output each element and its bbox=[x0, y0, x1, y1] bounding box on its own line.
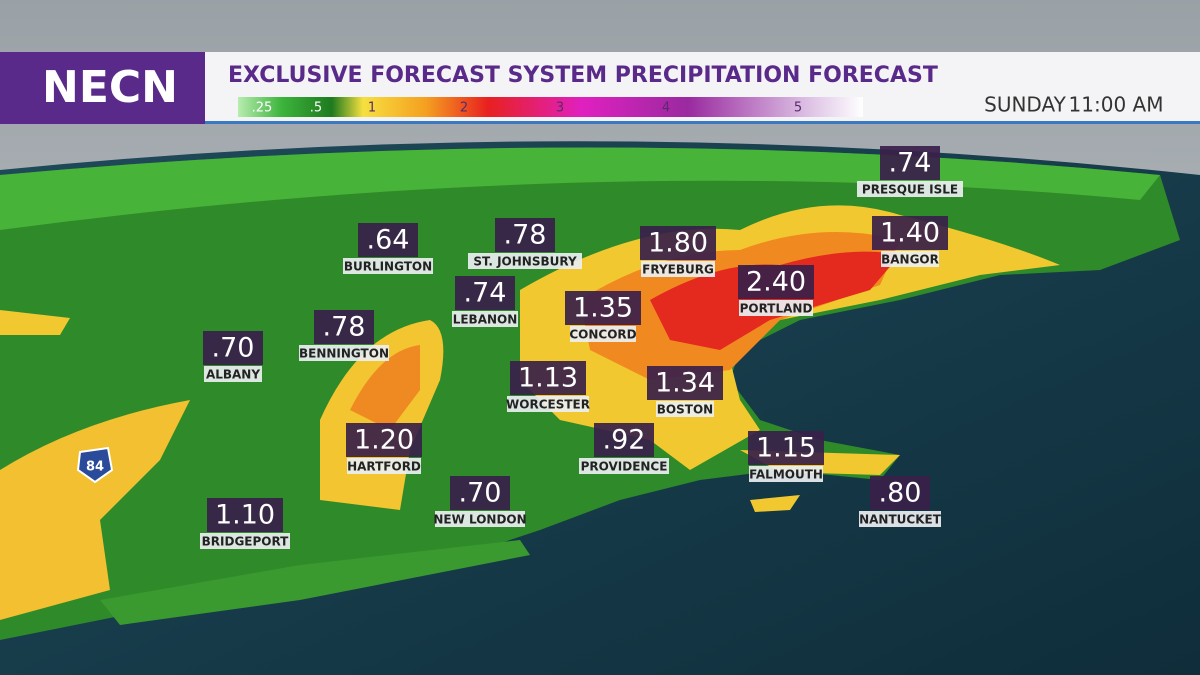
name-box bbox=[507, 396, 589, 412]
highway-number: 84 bbox=[86, 460, 104, 475]
amount: .78 bbox=[323, 312, 366, 343]
amount-box bbox=[647, 366, 723, 400]
amount-box bbox=[748, 431, 824, 465]
amount: .74 bbox=[464, 278, 507, 309]
city-name: BRIDGEPORT bbox=[202, 535, 290, 549]
amount: .80 bbox=[879, 478, 922, 509]
legend-label: 5 bbox=[794, 101, 802, 116]
city-name: BURLINGTON bbox=[344, 260, 432, 274]
amount: 1.10 bbox=[215, 500, 275, 531]
island bbox=[750, 495, 800, 512]
city-name: ALBANY bbox=[206, 368, 260, 382]
amount: .92 bbox=[603, 425, 646, 456]
name-box bbox=[347, 458, 421, 474]
city-name: PROVIDENCE bbox=[581, 460, 668, 474]
amount: 1.20 bbox=[354, 425, 414, 456]
city-name: BENNINGTON bbox=[299, 347, 389, 361]
amount-box bbox=[207, 498, 283, 532]
logo: NECN bbox=[42, 62, 178, 113]
light-rain bbox=[0, 147, 1160, 230]
amount-box bbox=[346, 423, 422, 457]
name-box bbox=[739, 300, 813, 316]
name-box bbox=[468, 253, 582, 269]
amount-box bbox=[358, 223, 418, 257]
legend-label: 2 bbox=[460, 101, 468, 116]
name-box bbox=[299, 345, 389, 361]
name-box bbox=[435, 511, 525, 527]
amount-box bbox=[640, 226, 716, 260]
legend-label: .25 bbox=[252, 101, 273, 116]
name-box bbox=[204, 366, 262, 382]
name-box bbox=[857, 181, 963, 197]
amount: 1.35 bbox=[573, 293, 633, 324]
rain-orange bbox=[350, 345, 420, 430]
name-box bbox=[641, 261, 715, 277]
amount: .70 bbox=[459, 478, 502, 509]
amount-box bbox=[565, 291, 641, 325]
rain-yellow bbox=[0, 310, 70, 335]
city-name: NANTUCKET bbox=[859, 513, 942, 527]
name-box bbox=[656, 401, 714, 417]
rain-yellow bbox=[0, 400, 190, 620]
title: EXCLUSIVE FORECAST SYSTEM PRECIPITATION … bbox=[228, 63, 938, 88]
legend-label: 1 bbox=[368, 101, 376, 116]
name-box bbox=[200, 533, 290, 549]
city-name: HARTFORD bbox=[347, 460, 421, 474]
city-name: LEBANON bbox=[453, 313, 518, 327]
amount-box bbox=[450, 476, 510, 510]
amount: .64 bbox=[367, 225, 410, 256]
amount-box bbox=[455, 276, 515, 310]
name-box bbox=[749, 466, 823, 482]
amount-box bbox=[880, 146, 940, 180]
amount: 1.40 bbox=[880, 218, 940, 249]
day: SUNDAY bbox=[984, 93, 1066, 117]
name-box bbox=[452, 311, 518, 327]
amount-box bbox=[510, 361, 586, 395]
amount-box bbox=[872, 216, 948, 250]
city-name: BANGOR bbox=[881, 253, 939, 267]
amount-box bbox=[314, 310, 374, 344]
city-name: FRYEBURG bbox=[642, 263, 714, 277]
amount: .78 bbox=[504, 220, 547, 251]
highway-shield bbox=[76, 446, 114, 484]
city-name: BOSTON bbox=[657, 403, 713, 417]
name-box bbox=[570, 326, 636, 342]
time: 11:00 AM bbox=[1069, 93, 1164, 117]
city-name: PORTLAND bbox=[740, 302, 813, 316]
amount-box bbox=[594, 423, 654, 457]
name-box bbox=[343, 258, 433, 274]
city-name: NEW LONDON bbox=[433, 513, 526, 527]
amount: 1.80 bbox=[648, 228, 708, 259]
long-island bbox=[100, 540, 530, 625]
amount: 1.34 bbox=[655, 368, 715, 399]
amount: 1.15 bbox=[756, 433, 816, 464]
legend-label: 4 bbox=[662, 101, 670, 116]
legend-bar bbox=[238, 97, 863, 117]
legend-label: .5 bbox=[310, 101, 322, 116]
amount: 2.40 bbox=[746, 267, 806, 298]
name-box bbox=[579, 458, 669, 474]
city-name: WORCESTER bbox=[506, 398, 590, 412]
amount: 1.13 bbox=[518, 363, 578, 394]
amount-box bbox=[203, 331, 263, 365]
city-name: ST. JOHNSBURY bbox=[473, 255, 577, 269]
name-box bbox=[859, 511, 941, 527]
legend-label: 3 bbox=[556, 101, 564, 116]
city-name: FALMOUTH bbox=[749, 468, 823, 482]
amount-box bbox=[870, 476, 930, 510]
amount: .70 bbox=[212, 333, 255, 364]
city-name: PRESQUE ISLE bbox=[862, 183, 958, 197]
amount-box bbox=[495, 218, 555, 252]
amount-box bbox=[738, 265, 814, 299]
name-box bbox=[881, 251, 939, 267]
amount: .74 bbox=[889, 148, 932, 179]
logo-box bbox=[0, 52, 205, 124]
header-rule bbox=[205, 121, 1200, 124]
city-name: CONCORD bbox=[569, 328, 636, 342]
